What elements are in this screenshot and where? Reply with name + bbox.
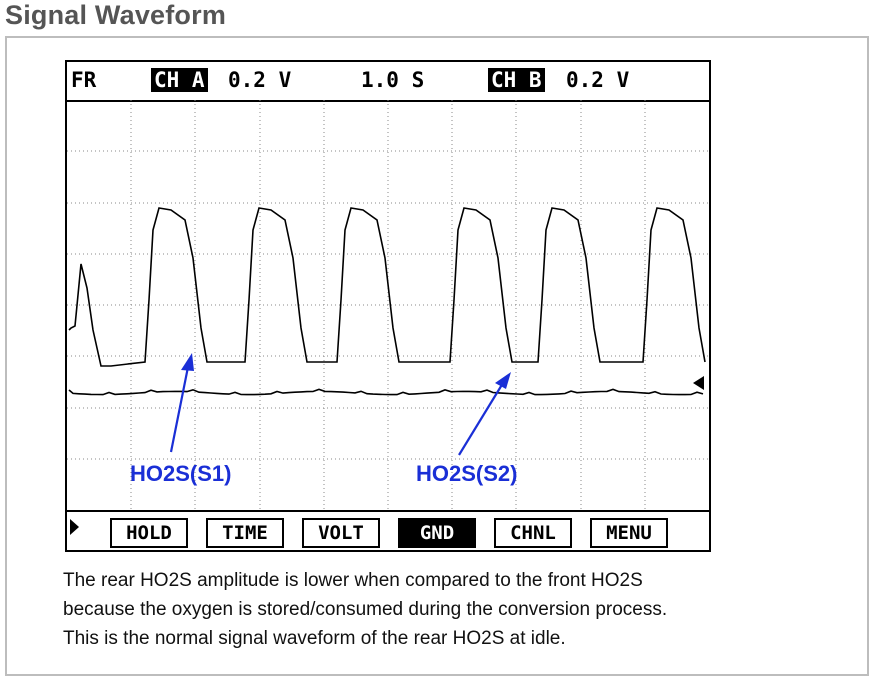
volt-button[interactable]: VOLT [302,518,380,548]
hold-button[interactable]: HOLD [110,518,188,548]
channel-a-tag: CH A [151,68,208,92]
channel-a-scale: 0.2 V [228,68,292,92]
mode-label: FR [71,68,97,92]
s1-arrow-line [169,366,190,453]
oscilloscope-screen: FR CH A 0.2 V 1.0 S CH B 0.2 V HO2S(S1) … [65,60,711,552]
s2-arrow-line [458,382,504,456]
caption-line-2: because the oxygen is stored/consumed du… [63,599,668,620]
s2-arrow-head [495,372,511,389]
grid-lines [67,100,709,510]
ho2s-s2-trace [68,388,704,396]
time-button[interactable]: TIME [206,518,284,548]
caption-line-1: The rear HO2S amplitude is lower when co… [63,570,643,591]
waveform-svg [67,100,709,510]
s2-annotation-label: HO2S(S2) [416,461,518,486]
channel-b-scale: 0.2 V [566,68,630,92]
s1-arrow-head [181,353,194,371]
waveform-plot: HO2S(S1) HO2S(S2) [67,100,709,568]
softkey-bar: HOLD TIME VOLT GND CHNL MENU [67,510,709,552]
scope-status-bar: FR CH A 0.2 V 1.0 S CH B 0.2 V [67,62,709,102]
ho2s-s1-trace [68,207,706,367]
trigger-level-marker-icon [693,376,704,390]
channel-b-tag: CH B [488,68,545,92]
chnl-button[interactable]: CHNL [494,518,572,548]
caption-text: The rear HO2S amplitude is lower when co… [63,566,853,653]
gnd-button[interactable]: GND [398,518,476,548]
ground-marker-icon [70,519,79,535]
page-heading: Signal Waveform [5,0,227,30]
caption-line-3: This is the normal signal waveform of th… [63,628,566,649]
menu-button[interactable]: MENU [590,518,668,548]
timebase-label: 1.0 S [361,68,425,92]
s1-annotation-label: HO2S(S1) [130,461,232,486]
